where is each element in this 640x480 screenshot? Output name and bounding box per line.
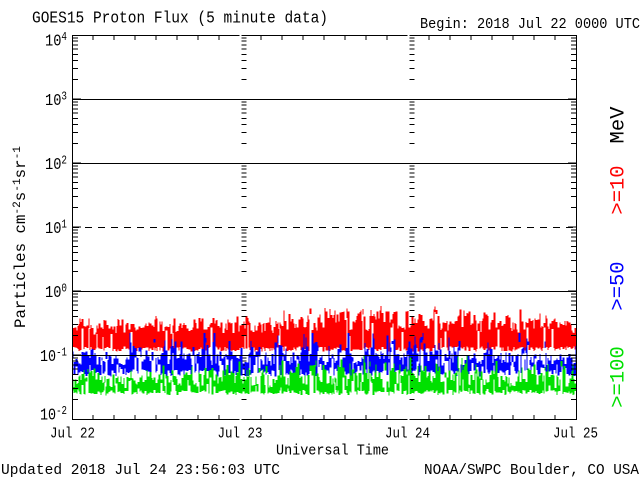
svg-text:GOES15 Proton Flux (5 minute d: GOES15 Proton Flux (5 minute data) <box>32 10 328 29</box>
svg-text:Updated 2018 Jul 24 23:56:03 U: Updated 2018 Jul 24 23:56:03 UTC <box>1 462 280 479</box>
svg-text:Particles cm-2s-1sr-1: Particles cm-2s-1sr-1 <box>12 146 30 328</box>
svg-text:Jul 24: Jul 24 <box>385 426 430 443</box>
svg-text:>=100: >=100 <box>608 346 631 408</box>
svg-text:Jul 23: Jul 23 <box>218 426 263 443</box>
svg-text:Jul 22: Jul 22 <box>50 426 95 443</box>
svg-text:NOAA/SWPC Boulder, CO USA: NOAA/SWPC Boulder, CO USA <box>424 462 639 479</box>
svg-text:MeV: MeV <box>608 106 631 144</box>
svg-text:>=10: >=10 <box>608 165 631 214</box>
svg-text:Jul 25: Jul 25 <box>553 426 598 443</box>
svg-text:Universal Time: Universal Time <box>276 443 389 460</box>
svg-text:>=50: >=50 <box>608 261 631 310</box>
svg-text:Begin: 2018 Jul 22 0000 UTC: Begin: 2018 Jul 22 0000 UTC <box>420 16 640 33</box>
